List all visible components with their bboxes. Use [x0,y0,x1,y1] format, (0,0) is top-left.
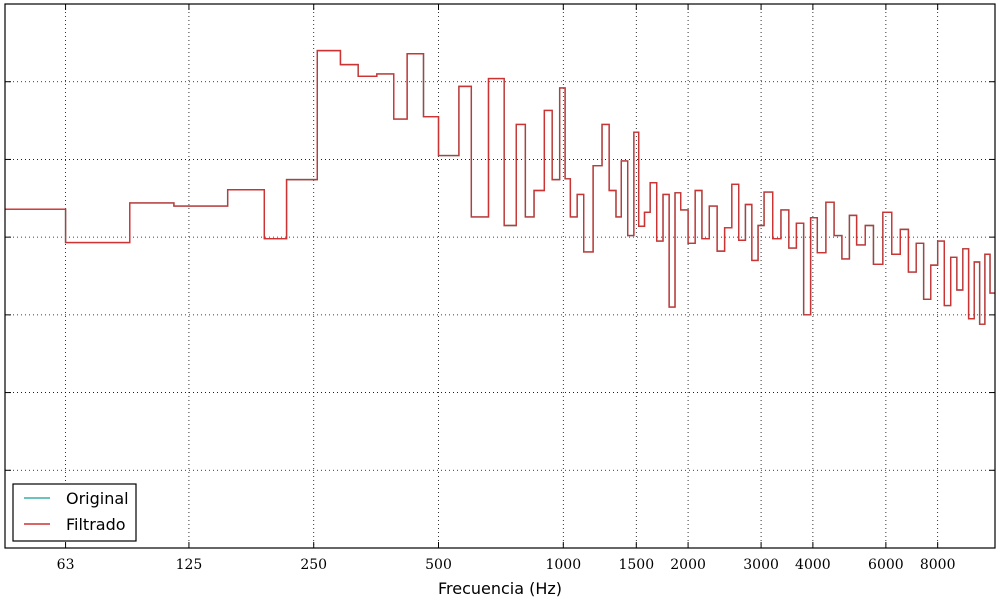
x-axis-label: Frecuencia (Hz) [438,579,562,598]
x-tick-label: 125 [176,557,203,573]
x-tick-label: 1500 [618,557,654,573]
legend-label: Original [66,489,129,508]
x-tick-label: 3000 [743,557,779,573]
x-tick-label: 4000 [795,557,831,573]
series-line-original [5,49,995,325]
x-tick-label: 2000 [670,557,706,573]
legend-box [12,483,137,542]
tick-layer: 63 125 250 500 1000 1500 2000 3000 4000 6000 8000 [5,4,995,573]
series-layer [5,49,995,325]
x-tick-label: 250 [300,557,327,573]
x-tick-label: 63 [57,557,75,573]
x-tick-label: 8000 [920,557,956,573]
plot-frame [4,3,996,549]
series-line-filtrado [5,49,995,325]
x-tick-label: 1000 [545,557,581,573]
x-tick-label: 6000 [868,557,904,573]
grid-layer [5,4,995,548]
legend-label: Filtrado [66,515,126,534]
x-tick-label: 500 [425,557,452,573]
legend: Original Filtrado [12,483,137,542]
